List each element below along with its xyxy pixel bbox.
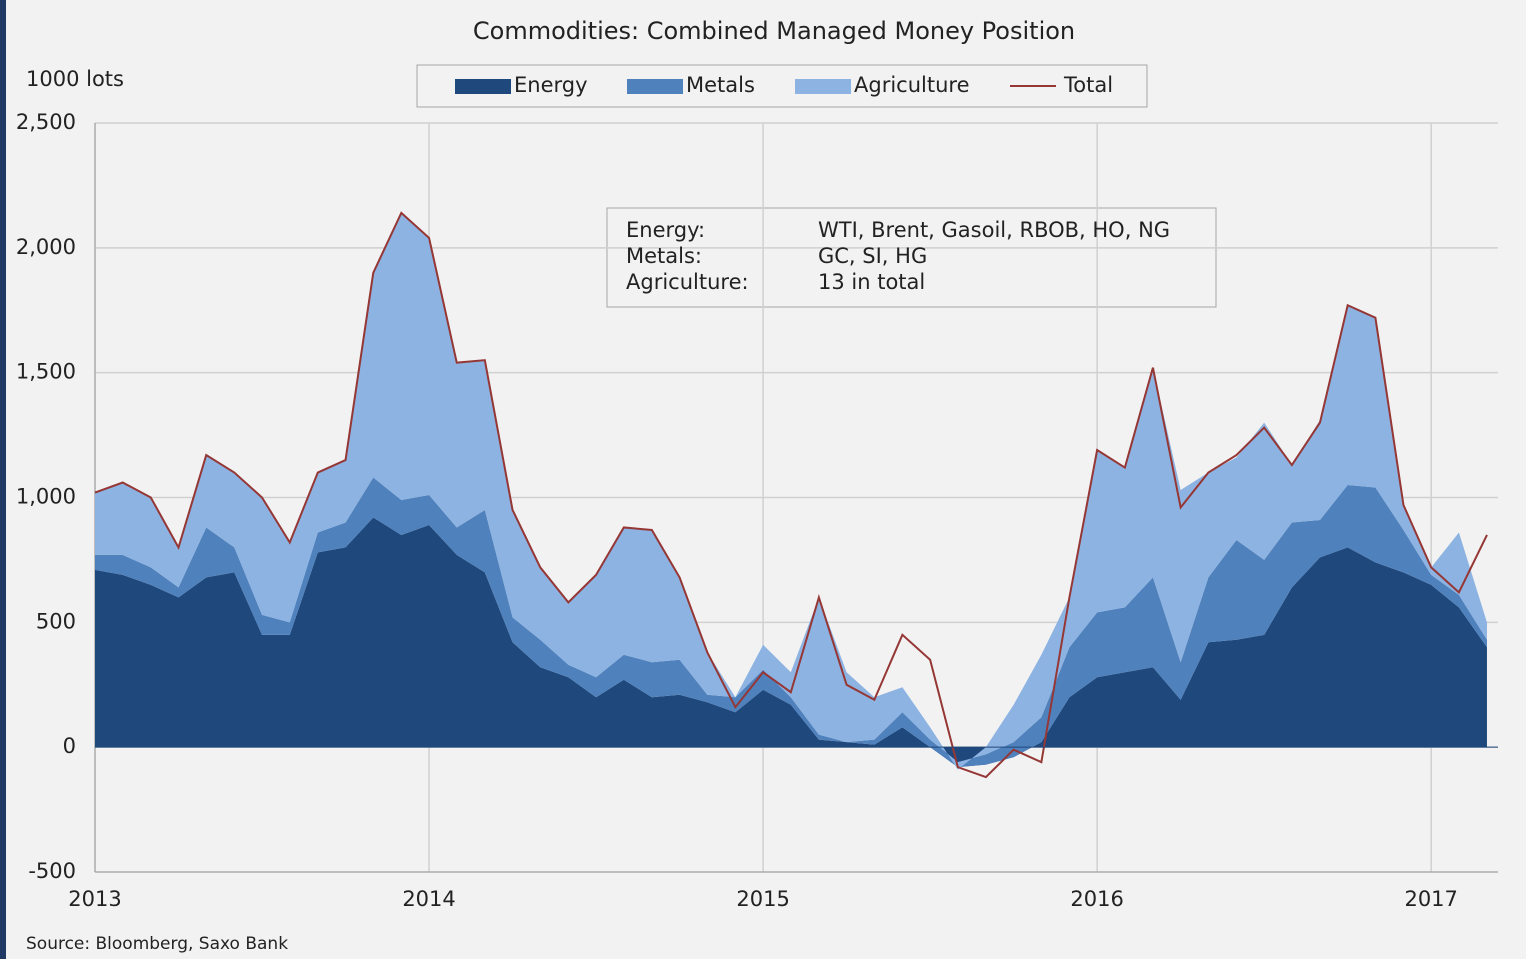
y-tick-label: 0 (63, 734, 76, 758)
x-tick-label: 2017 (1404, 887, 1457, 911)
y-axis-label: 1000 lots (26, 67, 124, 91)
x-tick-label: 2015 (736, 887, 789, 911)
y-tick-label: -500 (28, 859, 76, 883)
source: Source: Bloomberg, Saxo Bank (26, 934, 288, 954)
annotation-text: 13 in total (818, 270, 925, 294)
area (95, 477, 1487, 768)
area (95, 517, 1487, 768)
legend-swatch (795, 79, 851, 94)
legend-label: Energy (514, 73, 588, 97)
annotation-text: GC, SI, HG (818, 244, 927, 268)
chart-title: Commodities: Combined Managed Money Posi… (473, 17, 1075, 45)
x-tick-label: 2013 (68, 887, 121, 911)
y-tick-label: 2,000 (16, 235, 76, 259)
legend-label: Total (1063, 73, 1113, 97)
legend-label: Agriculture (854, 73, 970, 97)
area (95, 212, 1487, 770)
annotation-text: Energy: (626, 218, 705, 242)
y-tick-label: 2,500 (16, 110, 76, 134)
annotation-box (606, 207, 1217, 308)
annotation-text: Metals: (626, 244, 702, 268)
line (94, 211, 1488, 779)
x-tick-label: 2016 (1070, 887, 1123, 911)
legend-swatch (627, 79, 683, 94)
legend-swatch (455, 79, 511, 94)
y-tick-label: 500 (36, 609, 76, 633)
x-tick-label: 2014 (402, 887, 455, 911)
annotation-text: WTI, Brent, Gasoil, RBOB, HO, NG (818, 218, 1170, 242)
y-tick-label: 1,500 (16, 360, 76, 384)
annotation-text: Agriculture: (626, 270, 749, 294)
legend-label: Metals (686, 73, 755, 97)
y-tick-label: 1,000 (16, 485, 76, 509)
